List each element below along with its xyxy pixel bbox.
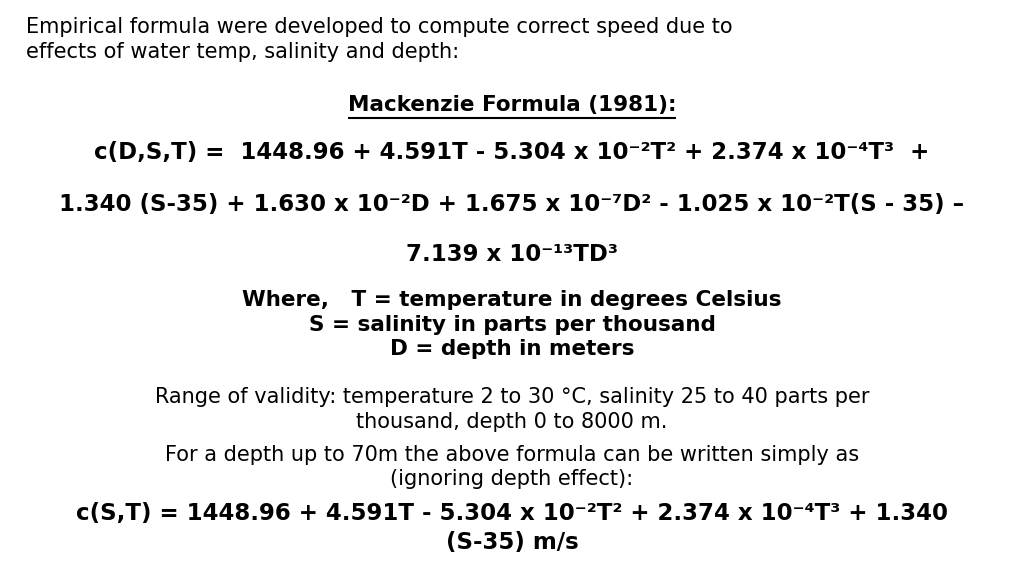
Text: 7.139 x 10⁻¹³TD³: 7.139 x 10⁻¹³TD³ — [406, 243, 618, 266]
Text: Empirical formula were developed to compute correct speed due to
effects of wate: Empirical formula were developed to comp… — [26, 17, 732, 62]
Text: Where,   T = temperature in degrees Celsius
S = salinity in parts per thousand
D: Where, T = temperature in degrees Celsiu… — [243, 290, 781, 359]
Text: c(D,S,T) =  1448.96 + 4.591T - 5.304 x 10⁻²T² + 2.374 x 10⁻⁴T³  +: c(D,S,T) = 1448.96 + 4.591T - 5.304 x 10… — [94, 141, 930, 164]
Text: For a depth up to 70m the above formula can be written simply as
(ignoring depth: For a depth up to 70m the above formula … — [165, 445, 859, 490]
Text: Range of validity: temperature 2 to 30 °C, salinity 25 to 40 parts per
thousand,: Range of validity: temperature 2 to 30 °… — [155, 387, 869, 432]
Text: c(S,T) = 1448.96 + 4.591T - 5.304 x 10⁻²T² + 2.374 x 10⁻⁴T³ + 1.340
(S-35) m/s: c(S,T) = 1448.96 + 4.591T - 5.304 x 10⁻²… — [76, 502, 948, 554]
Text: 1.340 (S-35) + 1.630 x 10⁻²D + 1.675 x 10⁻⁷D² - 1.025 x 10⁻²T(S - 35) –: 1.340 (S-35) + 1.630 x 10⁻²D + 1.675 x 1… — [59, 193, 965, 216]
Text: Mackenzie Formula (1981):: Mackenzie Formula (1981): — [348, 95, 676, 115]
